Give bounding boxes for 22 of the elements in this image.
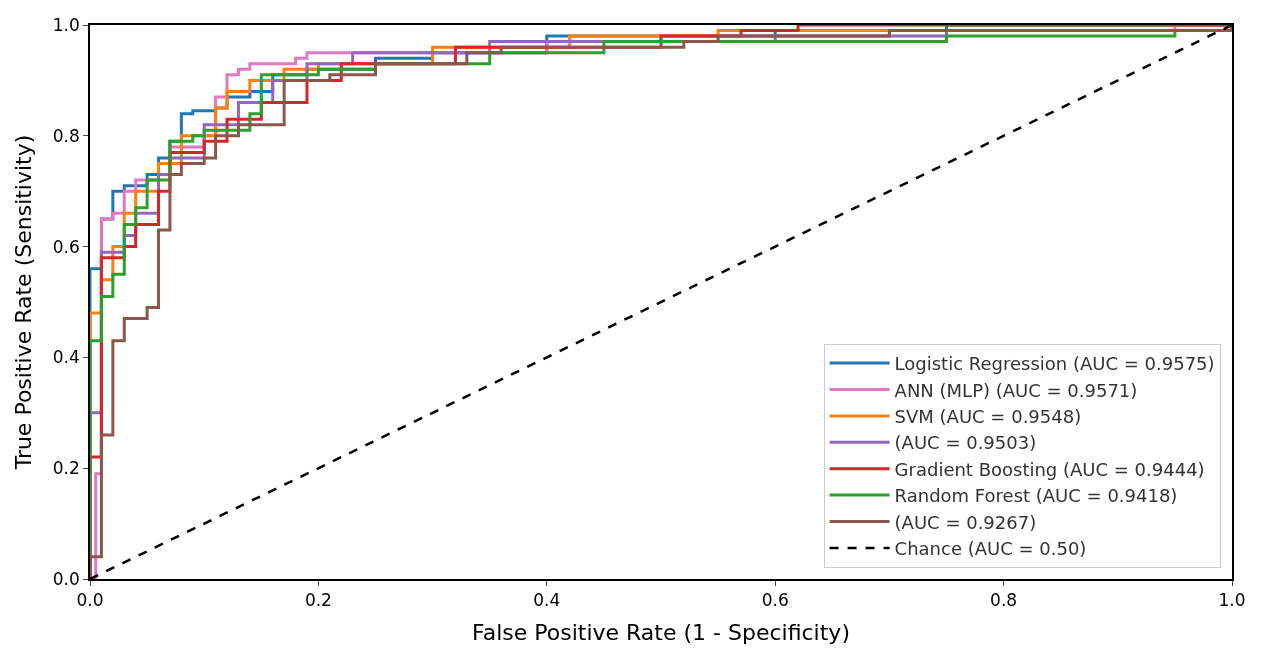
x-tick-label: 0.4 <box>533 590 561 611</box>
y-tick-label: 0.6 <box>52 236 80 257</box>
x-tick-label: 0.0 <box>76 590 104 611</box>
x-tick-label: 0.6 <box>761 590 789 611</box>
legend-label: ANN (MLP) (AUC = 0.9571) <box>894 379 1138 401</box>
legend-label: (AUC = 0.9503) <box>894 432 1037 454</box>
legend-label: Gradient Boosting (AUC = 0.9444) <box>894 458 1205 480</box>
y-tick-label: 0.2 <box>52 458 80 479</box>
y-tick-label: 0.4 <box>52 347 80 368</box>
legend-label: Logistic Regression (AUC = 0.9575) <box>894 353 1215 375</box>
y-tick-label: 0.8 <box>52 125 80 146</box>
legend-label: Random Forest (AUC = 0.9418) <box>894 485 1178 507</box>
legend-label: (AUC = 0.9267) <box>894 511 1037 533</box>
x-axis-title: False Positive Rate (1 - Specificity) <box>472 619 850 645</box>
x-tick-label: 0.8 <box>990 590 1018 611</box>
legend-label: SVM (AUC = 0.9548) <box>894 405 1082 427</box>
x-tick-label: 0.2 <box>304 590 332 611</box>
y-tick-label: 0.0 <box>52 568 80 589</box>
y-tick-label: 1.0 <box>52 14 80 35</box>
y-axis-title: True Positive Rate (Sensitivity) <box>11 134 37 471</box>
x-tick-label: 1.0 <box>1218 590 1246 611</box>
legend-label: Chance (AUC = 0.50) <box>894 537 1087 559</box>
